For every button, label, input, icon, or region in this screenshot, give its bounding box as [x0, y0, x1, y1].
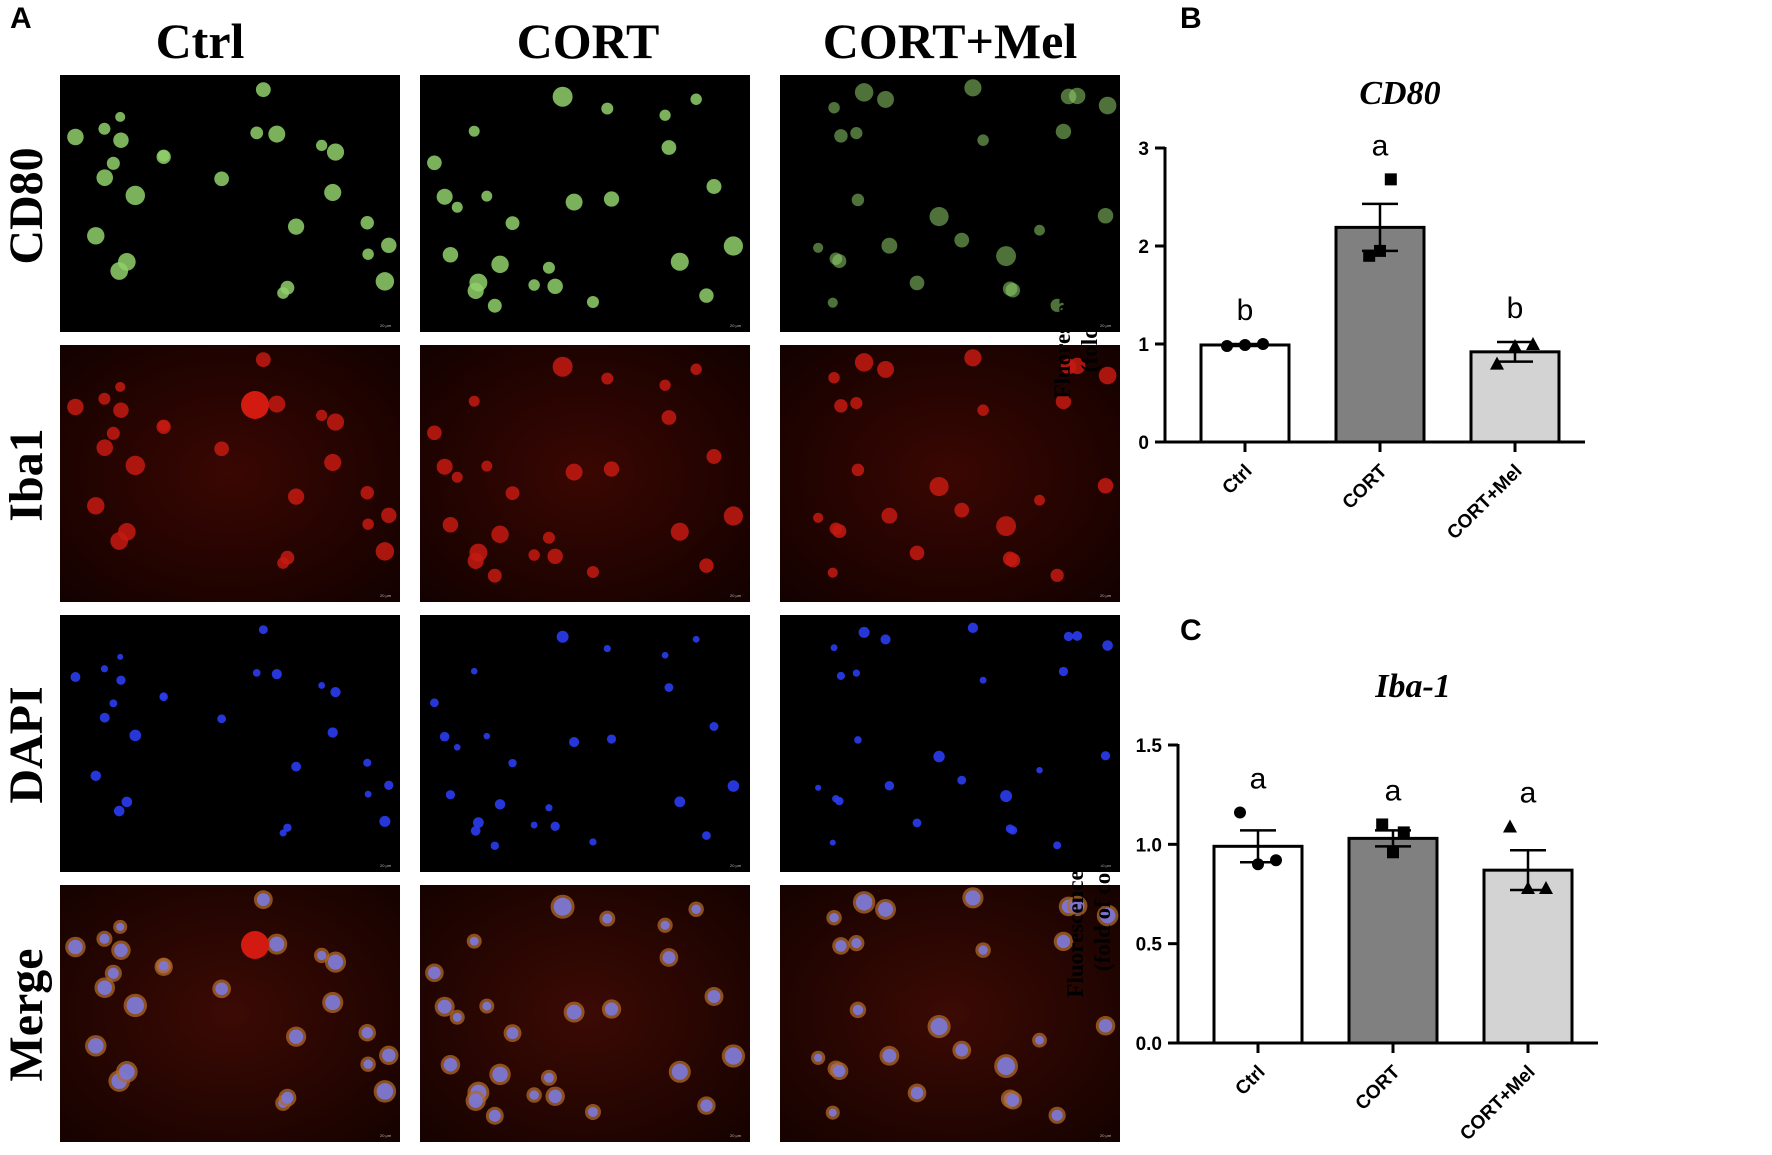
micrograph-iba1-cort-mel: 20 μm — [780, 345, 1120, 602]
data-point — [1239, 338, 1251, 351]
panel-letter-c: C — [1180, 614, 1202, 647]
data-point — [1384, 173, 1397, 186]
bar-ctrl — [1199, 343, 1291, 444]
data-point — [1397, 826, 1410, 839]
micrograph-iba1-ctrl: 20 μm — [60, 345, 400, 602]
scale-bar-label: 20 μm — [730, 863, 742, 868]
row-label-iba1: Iba1 — [0, 428, 53, 521]
y-tick-label: 1 — [1138, 335, 1149, 356]
row-label-merge: Merge — [0, 948, 53, 1081]
column-header-cort-mel: CORT+Mel — [823, 13, 1078, 69]
data-point — [1270, 854, 1282, 867]
data-point — [1508, 338, 1522, 352]
scale-bar-label: 20 μm — [1100, 323, 1112, 328]
micrograph-dapi-cort: 20 μm — [420, 615, 750, 872]
micrograph-cd80-cort-mel: 20 μm — [780, 75, 1120, 332]
y-axis-label: (fold of control) — [1077, 218, 1102, 372]
x-tick-label: Ctrl — [1219, 461, 1257, 499]
x-tick-label: CORT+Mel — [1456, 1062, 1539, 1145]
micrograph-grid: 20 μm 20 μm 20 μm 20 μm 20 μm 20 μm 20 μm 20 μm… — [60, 75, 1120, 1142]
column-header-ctrl: Ctrl — [156, 13, 245, 69]
scale-bar-label: 20 μm — [730, 323, 742, 328]
scale-bar-label: 20 μm — [1100, 863, 1112, 868]
chart-cd80: CD80 Fluorescence Density (fold of control… — [1050, 75, 1585, 544]
y-tick-label: 0 — [1138, 433, 1149, 454]
data-point — [1257, 338, 1269, 350]
significance-letter: a — [1372, 129, 1389, 162]
y-tick-label: 0.5 — [1136, 935, 1163, 956]
chart-title: CD80 — [1359, 75, 1440, 112]
bar-ctrl — [1212, 844, 1304, 1045]
bar-cort-mel — [1482, 868, 1574, 1045]
significance-letter: b — [1237, 294, 1254, 327]
scale-bar-label: 20 μm — [1100, 593, 1112, 598]
row-label-dapi: DAPI — [0, 686, 53, 803]
column-header-cort: CORT — [517, 13, 660, 69]
data-point — [1539, 881, 1553, 895]
y-axis-label: Fluorescence Density — [1063, 790, 1088, 998]
significance-letter: a — [1520, 776, 1537, 809]
data-point — [1221, 339, 1233, 352]
x-tick-label: Ctrl — [1232, 1062, 1270, 1100]
y-axis-label: (fold of control) — [1090, 817, 1115, 971]
x-tick-label: CORT+Mel — [1443, 461, 1526, 544]
micrograph-merge-cort-mel: 20 μm — [780, 885, 1120, 1142]
scale-bar-label: 20 μm — [1100, 1133, 1112, 1138]
y-axis-label: Fluorescence Density — [1050, 191, 1075, 399]
data-point — [1363, 249, 1376, 262]
row-label-cd80: CD80 — [0, 147, 53, 264]
data-point — [1490, 356, 1504, 370]
data-point — [1376, 818, 1389, 831]
scale-bar-label: 20 μm — [380, 593, 392, 598]
y-tick-label: 0.0 — [1136, 1034, 1162, 1055]
y-tick-label: 2 — [1138, 237, 1149, 258]
scale-bar-label: 20 μm — [730, 1133, 742, 1138]
scale-bar-label: 20 μm — [380, 323, 392, 328]
chart-iba1: Iba-1 Fluorescence Density (fold of contro… — [1063, 668, 1598, 1145]
scale-bar-label: 20 μm — [380, 863, 392, 868]
micrograph-cd80-cort: 20 μm — [420, 75, 750, 332]
x-tick-label: CORT — [1352, 1061, 1405, 1114]
y-tick-label: 1.5 — [1136, 736, 1163, 757]
micrograph-merge-cort: 20 μm — [420, 885, 750, 1142]
x-tick-label: CORT — [1339, 460, 1392, 513]
data-point — [1503, 819, 1517, 833]
micrograph-merge-ctrl: 20 μm — [60, 885, 400, 1142]
bar-cort-mel — [1469, 350, 1561, 444]
data-point — [1234, 806, 1246, 819]
data-point — [1521, 881, 1535, 895]
micrograph-cd80-ctrl: 20 μm — [60, 75, 400, 332]
bar-cort — [1334, 225, 1426, 444]
data-point — [1526, 337, 1540, 350]
micrograph-dapi-ctrl: 20 μm — [60, 615, 400, 872]
data-point — [1374, 244, 1386, 257]
significance-letter: a — [1385, 774, 1402, 807]
micrograph-dapi-cort-mel: 20 μm — [780, 615, 1120, 872]
panel-letter-a: A — [10, 2, 32, 35]
y-tick-label: 3 — [1138, 139, 1149, 160]
significance-letter: b — [1507, 292, 1524, 325]
significance-letter: a — [1250, 763, 1267, 796]
bar-cort — [1347, 836, 1439, 1045]
data-point — [1387, 846, 1399, 859]
y-tick-label: 1.0 — [1136, 835, 1162, 856]
micrograph-iba1-cort: 20 μm — [420, 345, 750, 602]
panel-letter-b: B — [1180, 2, 1202, 35]
data-point — [1252, 858, 1264, 871]
chart-title: Iba-1 — [1374, 668, 1451, 705]
scale-bar-label: 20 μm — [730, 593, 742, 598]
scale-bar-label: 20 μm — [380, 1133, 392, 1138]
